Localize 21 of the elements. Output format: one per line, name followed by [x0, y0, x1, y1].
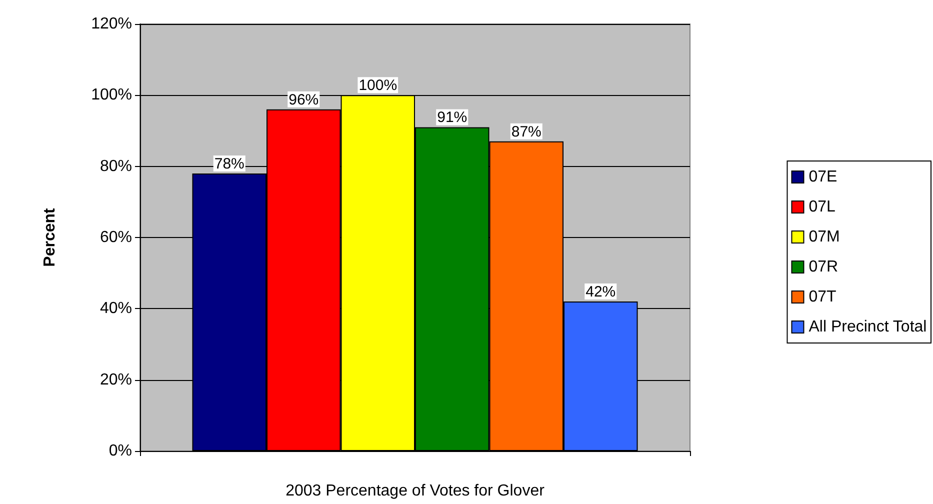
data-label: 87%	[511, 123, 542, 140]
y-tick-label: 40%	[100, 300, 132, 318]
legend-label: 07E	[808, 168, 838, 186]
y-tick-label: 80%	[100, 158, 132, 175]
y-tick-label: 60%	[100, 229, 132, 246]
y-tick-label: 120%	[91, 16, 132, 32]
legend-label: 07M	[808, 228, 840, 246]
y-tick-label: 0%	[108, 442, 132, 460]
x-axis-title: 2003 Percentage of Votes for Glover	[286, 482, 546, 500]
y-tick-label: 20%	[100, 371, 132, 388]
y-tick-label: 100%	[91, 86, 132, 104]
y-axis-title: Percent	[42, 207, 58, 267]
data-label: 96%	[288, 91, 319, 108]
legend-label: All Precinct Total	[808, 318, 927, 336]
data-label: 91%	[437, 109, 468, 126]
legend-label: 07R	[808, 258, 838, 276]
data-label: 100%	[358, 77, 398, 94]
legend-label: 07T	[808, 288, 837, 306]
data-label: 78%	[214, 155, 244, 172]
legend-label: 07L	[808, 198, 836, 216]
data-label: 42%	[586, 284, 616, 301]
